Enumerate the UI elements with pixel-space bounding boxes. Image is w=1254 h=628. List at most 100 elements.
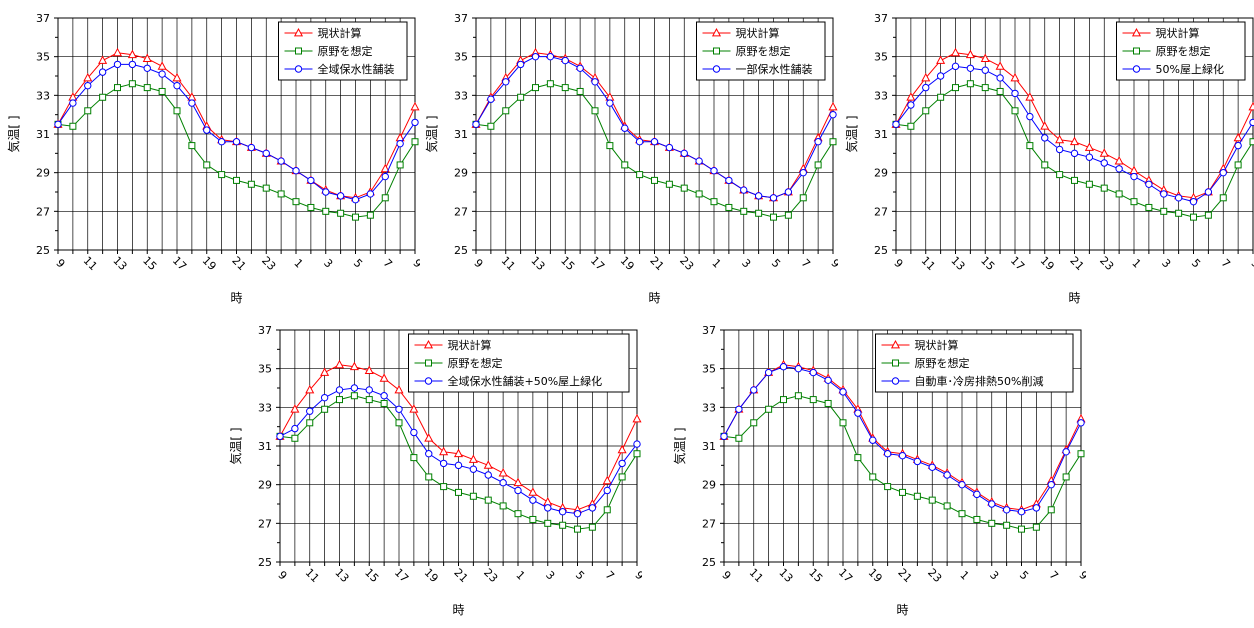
- data-point: [809, 396, 817, 404]
- data-point: [262, 149, 270, 158]
- data-point: [906, 92, 916, 101]
- data-point: [922, 107, 930, 115]
- x-tick-label: 15: [140, 254, 159, 273]
- data-point: [439, 446, 449, 456]
- data-point: [665, 143, 674, 152]
- data-point: [143, 64, 151, 72]
- data-point: [292, 198, 300, 206]
- data-point: [173, 107, 181, 115]
- data-point: [424, 433, 434, 442]
- data-point: [576, 64, 584, 72]
- y-tick-label: 33: [454, 89, 468, 102]
- data-point: [514, 510, 522, 518]
- series-3: [892, 62, 1254, 206]
- data-point: [606, 142, 614, 150]
- x-tick-label: 23: [925, 566, 944, 585]
- data-point: [995, 61, 1005, 70]
- data-point: [988, 519, 996, 527]
- y-axis-label: 気温[ ]: [424, 115, 439, 152]
- x-axis-label: 時: [648, 291, 660, 305]
- data-point: [1249, 118, 1254, 127]
- data-point: [829, 110, 837, 119]
- legend-marker: [423, 339, 434, 349]
- x-tick-label: 15: [558, 254, 577, 273]
- data-point: [83, 72, 93, 82]
- data-point: [829, 138, 837, 146]
- x-tick-label: 5: [769, 256, 783, 270]
- chart-panel-5: 25 27 29 31 33 35 37 9 11 13 15 17 19 21 23 1 3 5 7 9 時気温[ ]…: [666, 312, 1091, 628]
- x-tick-label: 13: [110, 254, 129, 273]
- legend-marker: [1132, 65, 1141, 73]
- data-point: [395, 405, 403, 413]
- data-point: [529, 496, 537, 504]
- data-point: [351, 196, 360, 204]
- x-tick-label: 17: [588, 254, 607, 273]
- data-point: [922, 83, 930, 92]
- x-tick-label: 21: [647, 254, 666, 273]
- data-point: [764, 368, 773, 377]
- data-point: [1160, 207, 1168, 215]
- data-point: [740, 207, 748, 215]
- y-tick-label: 37: [36, 12, 50, 25]
- y-tick-label: 25: [258, 556, 272, 569]
- x-tick-label: 11: [303, 566, 322, 585]
- y-tick-label: 27: [874, 205, 888, 218]
- legend-box: [408, 333, 630, 393]
- x-tick-label: 21: [451, 566, 470, 585]
- x-tick-label: 7: [381, 256, 395, 270]
- data-point: [1011, 89, 1019, 98]
- series-3: [472, 52, 837, 202]
- x-tick-label: 13: [776, 566, 795, 585]
- y-tick-label: 25: [702, 556, 716, 569]
- data-point: [1234, 161, 1242, 169]
- data-point: [217, 138, 226, 146]
- data-point: [1070, 149, 1079, 158]
- y-tick-label: 35: [36, 51, 50, 64]
- data-point: [907, 122, 915, 130]
- data-point: [958, 510, 966, 518]
- data-point: [307, 176, 315, 185]
- data-point: [1114, 156, 1124, 165]
- data-point: [350, 392, 358, 400]
- data-point: [618, 459, 626, 468]
- x-tick-label: 7: [603, 568, 617, 582]
- x-tick-label: 3: [739, 256, 753, 270]
- legend-label: 現状計算: [915, 338, 959, 352]
- data-point: [951, 62, 960, 71]
- x-tick-label: 19: [618, 254, 637, 273]
- data-point: [603, 506, 611, 514]
- data-point: [291, 434, 299, 442]
- x-tick-label: 17: [170, 254, 189, 273]
- data-point: [1077, 450, 1085, 458]
- y-axis-label: 気温[ ]: [228, 427, 243, 464]
- data-point: [1062, 473, 1070, 481]
- data-point: [869, 436, 877, 444]
- x-tick-label: 9: [891, 256, 905, 270]
- data-point: [814, 161, 822, 169]
- y-axis-label: 気温[ ]: [844, 115, 859, 152]
- y-tick-label: 27: [702, 517, 716, 530]
- data-point: [158, 70, 166, 78]
- data-point: [454, 461, 463, 470]
- data-point: [484, 471, 492, 479]
- chart-panel-3: 25 27 29 31 33 35 37 9 11 13 15 17 19 21 23 1 3 5 7 9 時気温[ ]…: [838, 0, 1254, 316]
- data-point: [824, 399, 832, 407]
- data-point: [320, 367, 330, 376]
- data-point: [502, 107, 510, 115]
- data-point: [981, 66, 989, 74]
- x-tick-label: 23: [1097, 254, 1116, 273]
- data-point: [588, 523, 596, 531]
- x-tick-label: 19: [866, 566, 885, 585]
- series-3: [720, 363, 1085, 516]
- legend-marker: [424, 377, 433, 385]
- y-tick-label: 31: [36, 128, 50, 141]
- data-point: [854, 454, 862, 462]
- data-point: [1189, 197, 1198, 206]
- data-point: [410, 101, 420, 111]
- y-tick-label: 25: [454, 244, 468, 257]
- series-2: [892, 80, 1254, 221]
- data-point: [988, 500, 996, 508]
- data-point: [769, 194, 778, 202]
- data-point: [1026, 142, 1034, 150]
